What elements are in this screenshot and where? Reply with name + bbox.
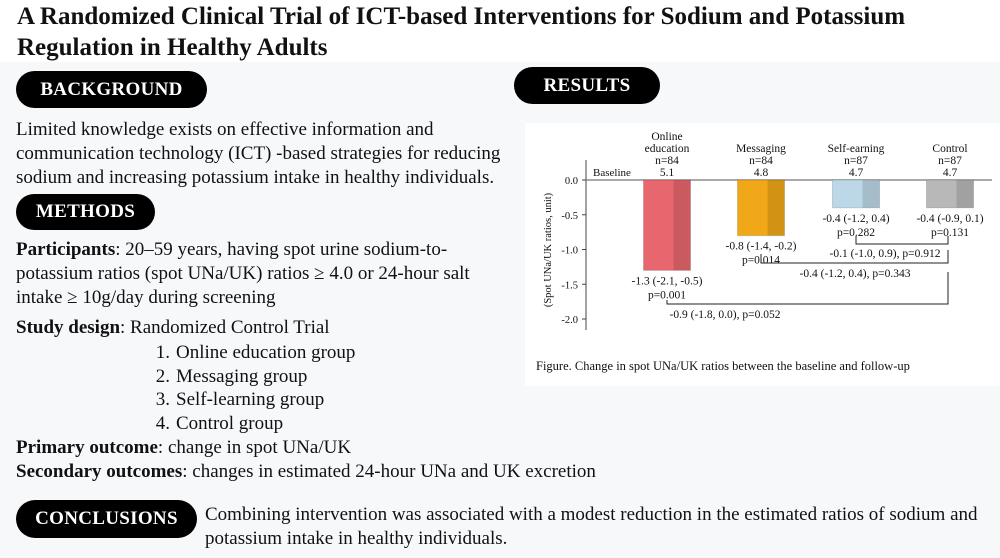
- group-label: Control group: [176, 412, 284, 434]
- y-tick-label: -1.5: [561, 280, 578, 291]
- comparison-bracket: [855, 236, 949, 245]
- chart-panel: [525, 123, 1000, 386]
- comparison-label: -0.4 (-1.2, 0.4), p=0.343: [800, 268, 911, 280]
- page-title: A Randomized Clinical Trial of ICT-based…: [17, 3, 906, 61]
- baseline-value: 4.7: [849, 167, 864, 179]
- figure-caption: Figure. Change in spot UNa/UK ratios bet…: [536, 359, 910, 373]
- secondary-outcomes-desc: : changes in estimated 24-hour UNa and U…: [182, 461, 596, 482]
- group-label: Messaging group: [176, 365, 308, 387]
- study-design: Study design: Randomized Control Trial: [16, 316, 516, 340]
- baseline-value: 4.7: [943, 167, 958, 179]
- secondary-outcomes-label: Secondary outcomes: [16, 461, 183, 482]
- bar-value-label: -1.3 (-2.1, -0.5): [632, 275, 703, 287]
- category-label: Self-earning: [828, 143, 885, 155]
- participants-label: Participants: [16, 239, 116, 260]
- baseline-value: 5.1: [660, 167, 675, 179]
- bar-p-value: p=0.001: [648, 289, 686, 301]
- primary-outcome-label: Primary outcome: [16, 437, 158, 458]
- baseline-label: Baseline: [593, 167, 631, 179]
- bar-shade: [767, 180, 785, 236]
- bar-shade: [862, 180, 880, 208]
- primary-outcome: Primary outcome: change in spot UNa/UK: [16, 436, 616, 460]
- secondary-outcomes: Secondary outcomes: changes in estimated…: [16, 460, 656, 484]
- background-heading: BACKGROUND: [16, 71, 207, 108]
- comparison-label: -0.1 (-1.0, 0.9), p=0.912: [830, 248, 941, 260]
- sample-size-label: n=84: [655, 155, 679, 167]
- y-tick-label: -1.0: [561, 246, 578, 257]
- bar-0: [643, 179, 691, 271]
- comparison-bracket: [666, 272, 949, 305]
- participants-text: Participants: 20–59 years, having spot u…: [16, 238, 516, 310]
- background-text: Limited knowledge exists on effective in…: [16, 119, 501, 188]
- sample-size-label: n=87: [844, 155, 868, 167]
- bar-1: [737, 179, 785, 237]
- sample-size-label: n=87: [938, 155, 962, 167]
- bar-p-value: p=0.282: [837, 227, 875, 239]
- category-label: Control: [932, 143, 967, 155]
- category-label: education: [645, 143, 690, 155]
- methods-heading: METHODS: [16, 194, 155, 230]
- results-heading: RESULTS: [514, 67, 660, 104]
- primary-outcome-desc: : change in spot UNa/UK: [157, 437, 352, 458]
- conclusions-text: Combining intervention was associated wi…: [205, 504, 978, 549]
- bar-value-label: -0.4 (-0.9, 0.1): [916, 213, 983, 225]
- bar-shade: [956, 180, 974, 208]
- comparison-bracket: [760, 250, 949, 264]
- group-number: 3.: [155, 389, 170, 410]
- comparison-label: -0.9 (-1.8, 0.0), p=0.052: [670, 309, 781, 321]
- bar-3: [926, 179, 974, 209]
- category-label: Messaging: [736, 143, 786, 155]
- bar-shade: [673, 180, 691, 271]
- title-bar: [0, 0, 1000, 62]
- conclusions-heading: CONCLUSIONS: [16, 500, 197, 538]
- group-number: 4.: [155, 412, 170, 434]
- group-number: 2.: [155, 365, 170, 387]
- category-label: Online: [651, 131, 682, 143]
- group-label: Self-learning group: [176, 389, 325, 410]
- bar-p-value: p=0.131: [931, 227, 969, 239]
- y-tick-label: -0.5: [561, 211, 578, 222]
- sample-size-label: n=84: [749, 155, 773, 167]
- participants-desc: : 20–59 years, having spot urine sodium-…: [16, 239, 470, 308]
- bar-2: [832, 179, 880, 209]
- group-label: Online education group: [176, 342, 356, 363]
- y-axis-label: (Spot UNa/UK ratios, unit): [543, 192, 554, 307]
- group-number: 1.: [155, 342, 170, 363]
- baseline-value: 4.8: [754, 167, 769, 179]
- bar-value-label: -0.8 (-1.4, -0.2): [726, 241, 797, 253]
- study-design-label: Study design: [16, 317, 121, 338]
- study-design-desc: : Randomized Control Trial: [120, 317, 330, 338]
- bar-value-label: -0.4 (-1.2, 0.4): [822, 213, 889, 225]
- y-tick-label: 0.0: [565, 176, 578, 187]
- y-tick-label: -2.0: [561, 315, 578, 326]
